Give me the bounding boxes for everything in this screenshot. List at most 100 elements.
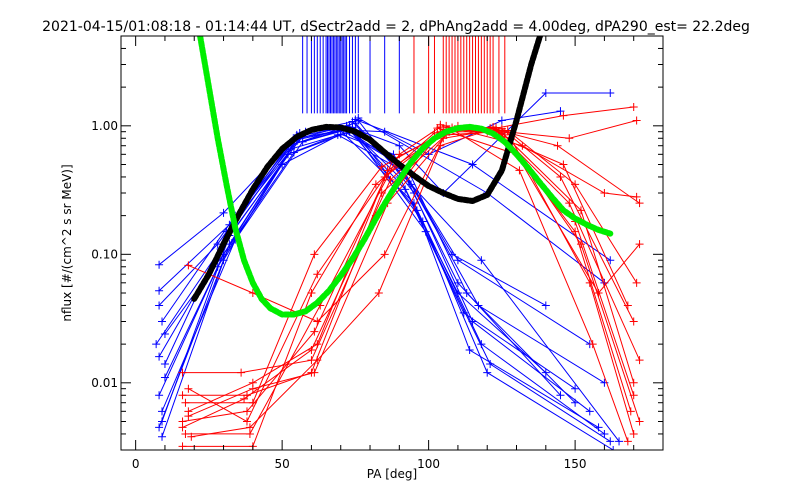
blue-data-point [497,116,506,125]
red-data-point [374,288,383,297]
y-axis-label: nflux [#/(cm^2 s sr MeV)] [60,164,74,321]
red-data-point [571,227,580,236]
red-data-point [515,166,524,175]
blue-data-point [395,141,404,150]
x-tick-label: 50 [274,457,289,471]
blue-data-point [468,160,477,169]
red-data-point [310,368,319,377]
blue-data-point [606,437,615,446]
blue-data-point [158,407,167,416]
blue-data-point [541,301,550,310]
blue-data-point [155,391,164,400]
red-series-line [182,127,640,447]
red-data-point [178,391,187,400]
red-data-point [181,398,190,407]
red-data-point [310,250,319,259]
blue-data-point [158,317,167,326]
red-data-point [313,270,322,279]
red-data-point [632,116,641,125]
axes: 0 50 100 150 0.01 0.10 1.00 [91,35,663,471]
blue-data-point [571,384,580,393]
blue-data-point [585,407,594,416]
blue-data-point [160,360,169,369]
blue-data-point [486,360,495,369]
blue-data-point [556,107,565,116]
red-data-point [559,111,568,120]
red-data-point [386,175,395,184]
blue-data-point [283,150,292,159]
data-series [152,36,644,450]
red-data-point [237,368,246,377]
blue-data-point [412,206,421,215]
red-data-point [184,412,193,421]
chart-title: 2021-04-15/01:08:18 - 01:14:44 UT, dSect… [42,19,750,35]
black-fit-curve [191,36,543,302]
red-data-point [242,417,251,426]
red-data-point [310,327,319,336]
red-data-point [380,250,389,259]
red-data-point [518,141,527,150]
red-data-point [248,398,257,407]
red-data-point [184,384,193,393]
red-data-point [178,442,187,450]
blue-data-point [333,130,342,139]
y-tick-label: 0.10 [91,247,118,261]
red-data-point [629,103,638,112]
red-data-point [635,199,644,208]
blue-data-point [155,301,164,310]
x-tick-label: 100 [417,457,440,471]
red-data-point [242,407,251,416]
blue-data-point [155,286,164,295]
red-data-point [307,346,316,355]
blue-data-point [152,340,161,349]
y-tick-label: 0.01 [91,376,118,390]
red-series-line [188,120,637,417]
blue-data-point [594,423,603,432]
red-data-point [313,317,322,326]
red-data-point [576,240,585,249]
red-data-point [635,356,644,365]
red-data-point [626,407,635,416]
red-data-point [377,162,386,171]
blue-data-point [351,115,360,124]
red-data-point [181,429,190,438]
red-data-point [492,123,501,132]
red-data-point [553,141,562,150]
red-series-line [191,106,634,438]
red-data-point [442,121,451,130]
red-data-point [184,261,193,270]
blue-data-point [158,417,167,426]
blue-data-point [453,278,462,287]
blue-data-point [424,150,433,159]
x-tick-label: 150 [564,457,587,471]
red-data-point [600,189,609,198]
red-data-point [635,417,644,426]
blue-data-point [155,423,164,432]
red-series-line [437,127,640,294]
red-data-point [576,206,585,215]
blue-data-point [158,432,167,441]
red-data-point [594,288,603,297]
blue-data-point [571,398,580,407]
red-data-point [623,301,632,310]
red-data-point [559,160,568,169]
red-data-point [248,384,257,393]
red-series-line [185,126,635,404]
red-data-point [635,240,644,249]
blue-data-point [606,89,615,98]
red-data-point [380,172,389,181]
blue-data-point [421,227,430,236]
red-data-point [629,378,638,387]
red-data-point [371,180,380,189]
x-axis-label: PA [deg] [367,467,417,481]
red-data-point [240,394,249,403]
blue-data-point [219,208,228,217]
red-data-point [178,423,187,432]
red-data-point [436,120,445,129]
red-data-point [565,199,574,208]
red-data-point [556,172,565,181]
red-series-line [440,124,637,198]
blue-data-point [541,89,550,98]
red-data-point [588,340,597,349]
